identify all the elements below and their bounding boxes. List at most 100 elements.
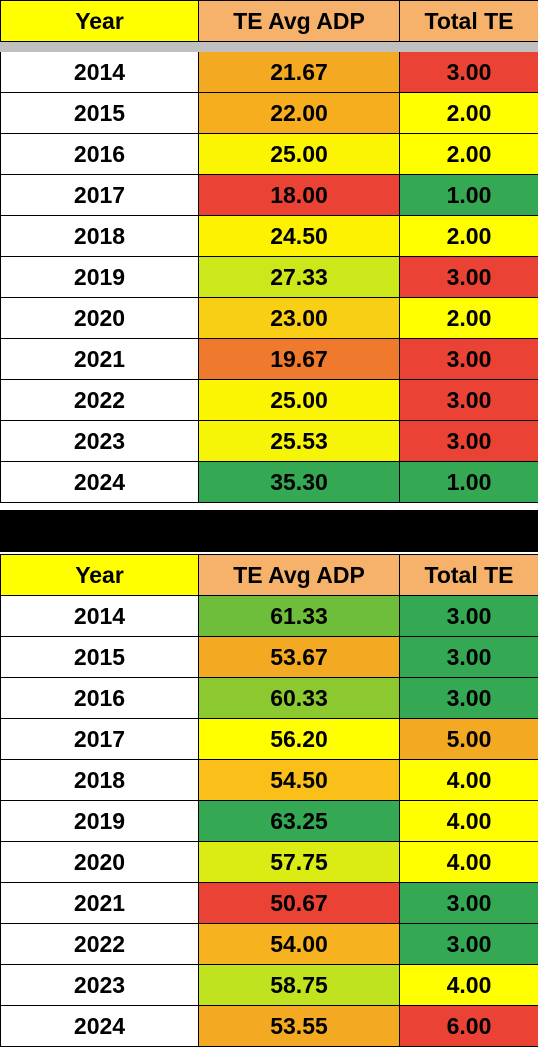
total-te-cell: 3.00 — [399, 51, 538, 93]
te-avg-adp-cell: 63.25 — [198, 800, 400, 842]
year-cell: 2023 — [0, 420, 199, 462]
total-te-cell: 2.00 — [399, 297, 538, 339]
table-row: 2024 35.30 1.00 — [0, 461, 538, 503]
te-avg-adp-cell: 24.50 — [198, 215, 400, 257]
te-avg-adp-cell: 53.55 — [198, 1005, 400, 1047]
total-te-cell: 1.00 — [399, 461, 538, 503]
te-table-1: Year TE Avg ADP Total TE 2014 21.67 3.00 2015 2… — [0, 0, 538, 503]
year-cell: 2015 — [0, 636, 199, 678]
header-te-avg-adp: TE Avg ADP — [198, 554, 400, 596]
te-avg-adp-cell: 57.75 — [198, 841, 400, 883]
te-avg-adp-cell: 27.33 — [198, 256, 400, 298]
te-avg-adp-cell: 22.00 — [198, 92, 400, 134]
header-total-te: Total TE — [399, 554, 538, 596]
te-avg-adp-cell: 50.67 — [198, 882, 400, 924]
header-row: Year TE Avg ADP Total TE — [0, 554, 538, 596]
te-avg-adp-cell: 61.33 — [198, 595, 400, 637]
table-row: 2021 19.67 3.00 — [0, 338, 538, 380]
year-cell: 2017 — [0, 718, 199, 760]
total-te-cell: 4.00 — [399, 841, 538, 883]
year-cell: 2015 — [0, 92, 199, 134]
table-row: 2014 61.33 3.00 — [0, 595, 538, 637]
total-te-cell: 3.00 — [399, 379, 538, 421]
table-row: 2015 53.67 3.00 — [0, 636, 538, 678]
total-te-cell: 3.00 — [399, 677, 538, 719]
te-avg-adp-cell: 25.00 — [198, 133, 400, 175]
year-cell: 2021 — [0, 882, 199, 924]
total-te-cell: 5.00 — [399, 718, 538, 760]
year-cell: 2023 — [0, 964, 199, 1006]
year-cell: 2017 — [0, 174, 199, 216]
table-row: 2020 57.75 4.00 — [0, 841, 538, 883]
total-te-cell: 4.00 — [399, 964, 538, 1006]
te-avg-adp-cell: 18.00 — [198, 174, 400, 216]
table-row: 2018 54.50 4.00 — [0, 759, 538, 801]
total-te-cell: 3.00 — [399, 882, 538, 924]
total-te-cell: 2.00 — [399, 92, 538, 134]
year-cell: 2022 — [0, 379, 199, 421]
header-year: Year — [0, 554, 199, 596]
total-te-cell: 2.00 — [399, 133, 538, 175]
year-cell: 2024 — [0, 1005, 199, 1047]
te-avg-adp-cell: 56.20 — [198, 718, 400, 760]
table-row: 2019 63.25 4.00 — [0, 800, 538, 842]
table-row: 2018 24.50 2.00 — [0, 215, 538, 257]
total-te-cell: 1.00 — [399, 174, 538, 216]
year-cell: 2019 — [0, 800, 199, 842]
header-te-avg-adp: TE Avg ADP — [198, 0, 400, 42]
year-cell: 2016 — [0, 133, 199, 175]
table-row: 2022 54.00 3.00 — [0, 923, 538, 965]
year-cell: 2019 — [0, 256, 199, 298]
te-avg-adp-cell: 60.33 — [198, 677, 400, 719]
header-total-te: Total TE — [399, 0, 538, 42]
header-divider — [0, 42, 538, 52]
te-avg-adp-cell: 54.50 — [198, 759, 400, 801]
te-avg-adp-cell: 25.53 — [198, 420, 400, 462]
year-cell: 2024 — [0, 461, 199, 503]
table-row: 2016 60.33 3.00 — [0, 677, 538, 719]
te-avg-adp-cell: 25.00 — [198, 379, 400, 421]
te-avg-adp-cell: 19.67 — [198, 338, 400, 380]
header-year: Year — [0, 0, 199, 42]
year-cell: 2022 — [0, 923, 199, 965]
total-te-cell: 2.00 — [399, 215, 538, 257]
total-te-cell: 4.00 — [399, 759, 538, 801]
table-separator — [0, 510, 538, 552]
year-cell: 2020 — [0, 297, 199, 339]
te-avg-adp-cell: 54.00 — [198, 923, 400, 965]
year-cell: 2014 — [0, 51, 199, 93]
total-te-cell: 3.00 — [399, 256, 538, 298]
total-te-cell: 6.00 — [399, 1005, 538, 1047]
year-cell: 2014 — [0, 595, 199, 637]
year-cell: 2020 — [0, 841, 199, 883]
year-cell: 2021 — [0, 338, 199, 380]
year-cell: 2018 — [0, 215, 199, 257]
table-row: 2017 56.20 5.00 — [0, 718, 538, 760]
te-avg-adp-cell: 58.75 — [198, 964, 400, 1006]
table-row: 2022 25.00 3.00 — [0, 379, 538, 421]
table-row: 2016 25.00 2.00 — [0, 133, 538, 175]
table-row: 2024 53.55 6.00 — [0, 1005, 538, 1047]
total-te-cell: 4.00 — [399, 800, 538, 842]
te-avg-adp-cell: 53.67 — [198, 636, 400, 678]
total-te-cell: 3.00 — [399, 338, 538, 380]
te-avg-adp-cell: 23.00 — [198, 297, 400, 339]
total-te-cell: 3.00 — [399, 923, 538, 965]
table-row: 2020 23.00 2.00 — [0, 297, 538, 339]
year-cell: 2016 — [0, 677, 199, 719]
total-te-cell: 3.00 — [399, 420, 538, 462]
table-row: 2021 50.67 3.00 — [0, 882, 538, 924]
table-row: 2017 18.00 1.00 — [0, 174, 538, 216]
table-row: 2019 27.33 3.00 — [0, 256, 538, 298]
year-cell: 2018 — [0, 759, 199, 801]
te-table-2: Year TE Avg ADP Total TE 2014 61.33 3.00 2015 5… — [0, 554, 538, 1047]
table-row: 2014 21.67 3.00 — [0, 51, 538, 93]
table-row: 2023 58.75 4.00 — [0, 964, 538, 1006]
table-row: 2015 22.00 2.00 — [0, 92, 538, 134]
total-te-cell: 3.00 — [399, 595, 538, 637]
total-te-cell: 3.00 — [399, 636, 538, 678]
te-avg-adp-cell: 35.30 — [198, 461, 400, 503]
table-row: 2023 25.53 3.00 — [0, 420, 538, 462]
header-row: Year TE Avg ADP Total TE — [0, 0, 538, 42]
te-avg-adp-cell: 21.67 — [198, 51, 400, 93]
